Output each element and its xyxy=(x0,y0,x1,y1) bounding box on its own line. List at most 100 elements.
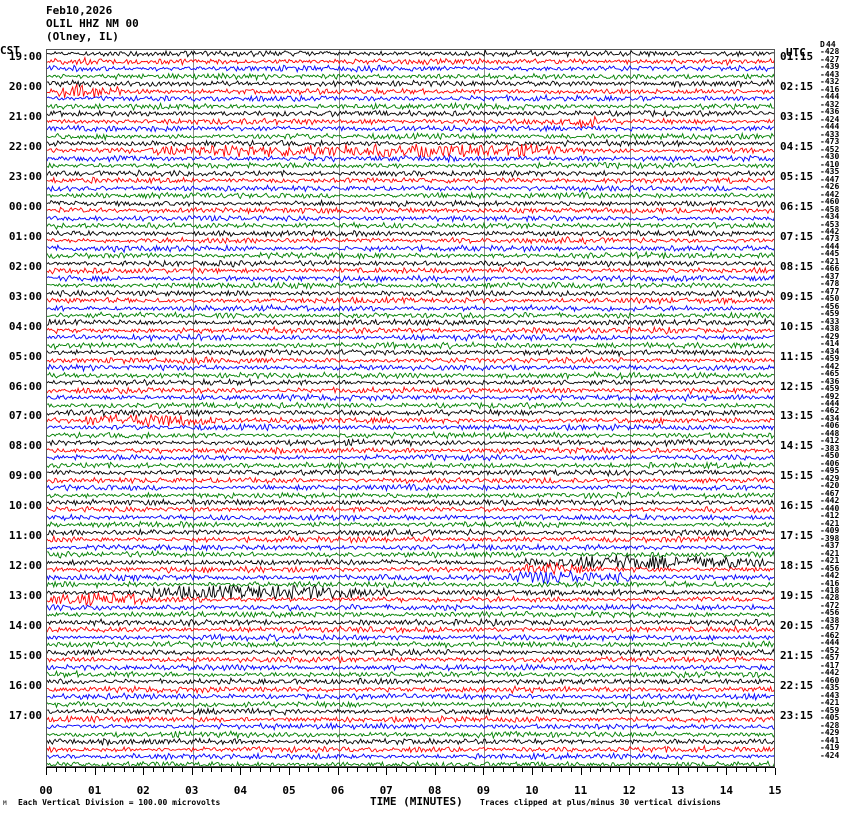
x-axis-line xyxy=(46,767,775,768)
x-axis-major-tick xyxy=(435,768,436,775)
peak-amplitude-value: -453 xyxy=(820,219,840,229)
x-axis-minor-tick xyxy=(542,768,543,772)
x-axis-minor-tick xyxy=(474,768,475,772)
peak-amplitude-value: -444 xyxy=(820,399,840,408)
peak-amplitude-value: -442 xyxy=(820,571,840,581)
peak-amplitude-value: -441 xyxy=(820,735,840,745)
seismogram-trace xyxy=(47,315,774,329)
utc-hour-label: 01:15 xyxy=(780,50,814,64)
seismogram-trace xyxy=(47,345,774,359)
x-axis-minor-tick xyxy=(610,768,611,772)
x-axis-minor-tick xyxy=(163,768,164,772)
peak-amplitude-value: -406 xyxy=(820,458,840,468)
peak-amplitude-value: -492 xyxy=(820,391,840,401)
seismogram-trace xyxy=(47,697,774,711)
x-axis-minor-tick xyxy=(736,768,737,772)
seismogram-trace xyxy=(47,645,774,659)
peak-amplitude-value: -424 xyxy=(820,114,840,124)
utc-hour-label: 13:15 xyxy=(780,409,814,423)
peak-amplitude-value: -414 xyxy=(820,339,840,349)
peak-amplitude-value: -436 xyxy=(820,376,840,386)
x-axis-minor-tick xyxy=(133,768,134,772)
seismogram-trace xyxy=(47,428,774,442)
seismogram-trace xyxy=(47,129,774,143)
seismogram-trace xyxy=(47,301,774,315)
cst-hour-label: 05:00 xyxy=(8,349,42,363)
x-axis-minor-tick xyxy=(688,768,689,772)
peak-amplitude-value: -472 xyxy=(820,600,840,610)
peak-amplitude-value: -428 xyxy=(820,593,840,603)
cst-hour-label: 08:00 xyxy=(8,439,42,453)
peak-amplitude-value: -444 xyxy=(820,122,840,132)
x-axis-minor-tick xyxy=(376,768,377,772)
peak-amplitude-value: -459 xyxy=(820,309,840,319)
peak-amplitude-value: -442 xyxy=(820,189,840,199)
seismogram-trace xyxy=(47,375,774,389)
peak-amplitude-value: -434 xyxy=(820,346,840,356)
seismogram-trace xyxy=(47,420,774,434)
peak-amplitude-value: -443 xyxy=(820,690,840,700)
seismogram-trace xyxy=(47,660,774,674)
peak-amplitude-value: -440 xyxy=(820,503,840,513)
peak-amplitude-value: -421 xyxy=(820,698,840,708)
peak-amplitude-value: -406 xyxy=(820,421,840,431)
x-axis-minor-tick xyxy=(658,768,659,772)
x-axis-minor-tick xyxy=(367,768,368,772)
utc-hour-label: 14:15 xyxy=(780,439,814,453)
x-axis-tick-label: 06 xyxy=(330,784,345,797)
utc-hour-label: 03:15 xyxy=(780,110,814,124)
cst-hour-label: 04:00 xyxy=(8,319,42,333)
peak-amplitude-value: -421 xyxy=(820,518,840,528)
cst-hour-label: 02:00 xyxy=(8,259,42,273)
seismogram-trace xyxy=(47,218,774,232)
seismogram-trace xyxy=(47,562,774,576)
x-axis-minor-tick xyxy=(746,768,747,772)
cst-hour-label: 19:00 xyxy=(8,50,42,64)
peak-amplitude-value: -466 xyxy=(820,264,840,274)
peak-amplitude-value: -419 xyxy=(820,743,840,753)
peak-amplitude-value: -465 xyxy=(820,369,840,379)
cst-hour-label: 11:00 xyxy=(8,529,42,543)
seismogram-trace xyxy=(47,226,774,240)
peak-amplitude-value: -448 xyxy=(820,428,840,438)
x-axis-major-tick xyxy=(338,768,339,775)
peak-amplitude-value: -434 xyxy=(820,212,840,222)
x-axis-major-tick xyxy=(46,768,47,775)
x-axis-minor-tick xyxy=(75,768,76,772)
x-axis-minor-tick xyxy=(765,768,766,772)
utc-hour-label: 12:15 xyxy=(780,379,814,393)
x-axis-minor-tick xyxy=(571,768,572,772)
x-axis-minor-tick xyxy=(231,768,232,772)
peak-amplitude-value: -420 xyxy=(820,481,840,491)
utc-hour-label: 05:15 xyxy=(780,170,814,184)
peak-amplitude-value: -478 xyxy=(820,279,840,289)
seismogram-trace xyxy=(47,458,774,472)
x-axis-minor-tick xyxy=(707,768,708,772)
peak-amplitude-value: -437 xyxy=(820,271,840,281)
seismogram-trace xyxy=(47,143,774,158)
utc-hour-label: 02:15 xyxy=(780,80,814,94)
x-axis-tick-label: 12 xyxy=(622,784,636,797)
seismogram-trace xyxy=(47,540,774,554)
peak-amplitude-value: -439 xyxy=(820,62,840,72)
x-axis-minor-tick xyxy=(250,768,251,772)
x-axis-major-tick xyxy=(581,768,582,775)
seismogram-trace xyxy=(47,532,774,546)
utc-hour-label: 10:15 xyxy=(780,319,814,333)
peak-amplitude-value: -444 xyxy=(820,92,840,102)
peak-amplitude-value: -427 xyxy=(820,54,840,64)
x-axis-major-tick xyxy=(289,768,290,775)
utc-hour-label: 16:15 xyxy=(780,499,814,513)
seismogram-trace xyxy=(47,353,774,367)
seismogram-trace xyxy=(47,211,774,225)
cst-hour-label: 15:00 xyxy=(8,648,42,662)
seismogram-trace xyxy=(47,584,774,599)
x-axis-minor-tick xyxy=(619,768,620,772)
seismogram-trace xyxy=(47,61,774,75)
seismogram-trace xyxy=(47,652,774,666)
seismogram-trace xyxy=(47,600,774,614)
seismogram-plot-area[interactable] xyxy=(46,49,775,767)
peak-amplitude-value: -433 xyxy=(820,129,840,139)
seismogram-trace xyxy=(47,188,774,202)
